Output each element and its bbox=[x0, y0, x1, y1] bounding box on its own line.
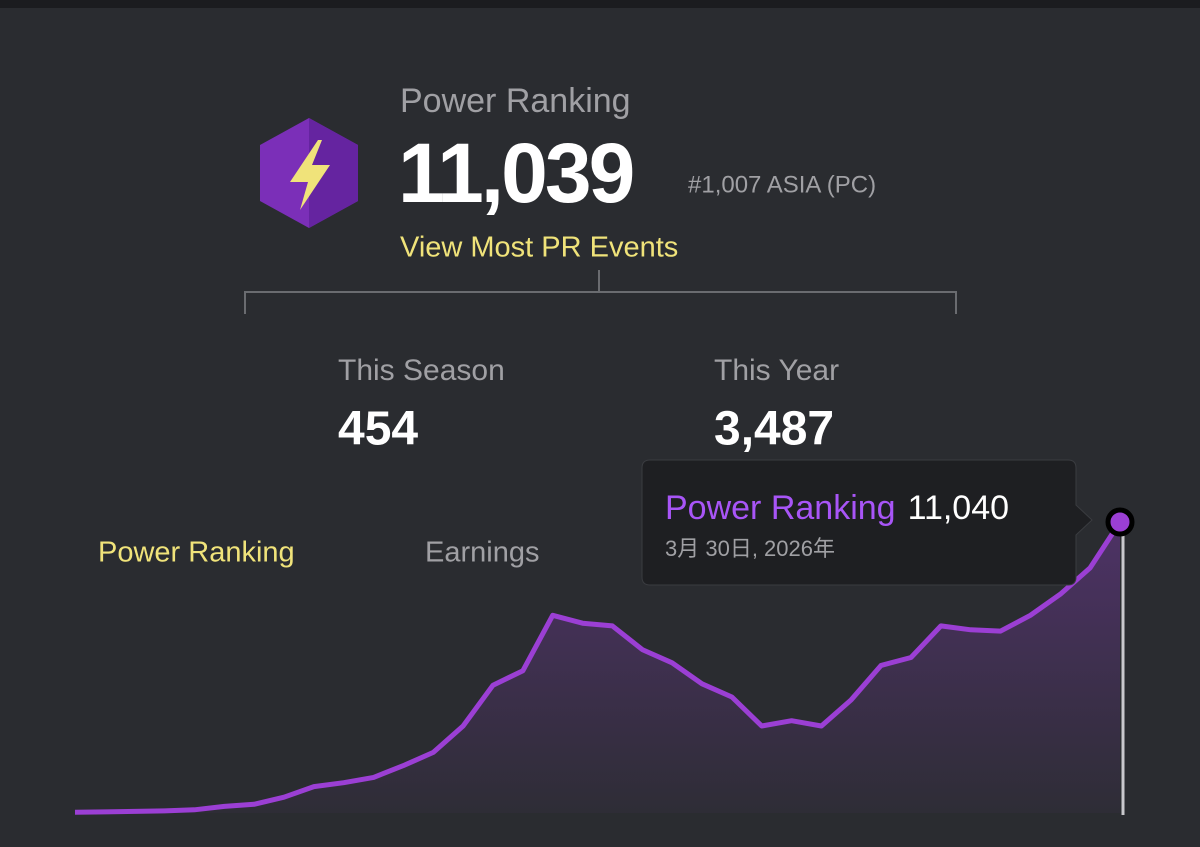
tab[interactable]: Power Ranking bbox=[98, 537, 295, 569]
stat-value: 3,487 bbox=[714, 403, 834, 456]
stat-value: 454 bbox=[338, 403, 418, 456]
chart bbox=[74, 507, 1135, 815]
title: Power Ranking bbox=[400, 82, 631, 120]
tooltip-date: 3月 30日, 2026年 bbox=[665, 536, 835, 561]
area bbox=[75, 522, 1120, 813]
top-bar bbox=[0, 0, 1200, 8]
pr-icon bbox=[260, 118, 358, 228]
line bbox=[74, 520, 1123, 815]
point bbox=[1105, 507, 1135, 537]
stat-label: This Year bbox=[714, 354, 839, 387]
tooltip-series: Power Ranking bbox=[665, 489, 896, 527]
rank: #1,007 ASIA (PC) bbox=[688, 171, 876, 198]
pr-value: 11,039 bbox=[398, 126, 633, 220]
bracket bbox=[244, 270, 957, 314]
tooltip-title: Power Ranking 11,040 bbox=[665, 489, 1009, 527]
tooltip-value: 11,040 bbox=[908, 489, 1009, 527]
tab[interactable]: Earnings bbox=[425, 537, 539, 569]
stat-label: This Season bbox=[338, 354, 505, 387]
pr-events-link[interactable]: View Most PR Events bbox=[400, 232, 678, 264]
tooltip: Power Ranking 11,040 3月 30日, 2026年 bbox=[641, 459, 1093, 586]
